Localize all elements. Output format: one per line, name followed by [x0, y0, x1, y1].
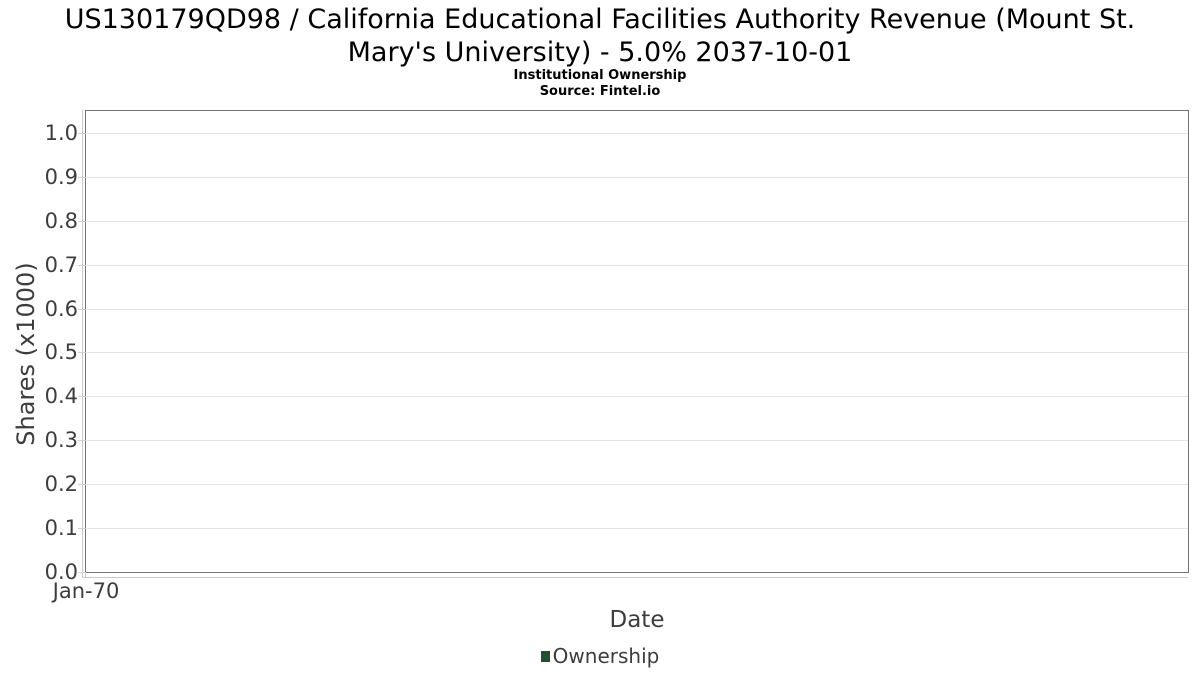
y-tick-mark — [78, 309, 86, 310]
chart-source-credit: Source: Fintel.io — [539, 84, 661, 99]
chart-subtitle: Institutional Ownership — [513, 68, 687, 83]
y-tick-label: 0.1 — [44, 516, 78, 540]
y-tick-mark — [78, 265, 86, 266]
y-tick-label: 0.0 — [44, 560, 78, 584]
gridline — [86, 440, 1188, 442]
y-tick-mark — [78, 528, 86, 529]
y-tick-label: 0.5 — [44, 340, 78, 364]
y-tick-mark — [78, 572, 86, 573]
y-tick-mark — [78, 133, 86, 134]
y-tick-label: 0.8 — [44, 209, 78, 233]
y-tick-label: 0.6 — [44, 297, 78, 321]
gridline — [86, 132, 1188, 134]
y-tick-label: 0.2 — [44, 472, 78, 496]
gridline — [86, 220, 1188, 222]
gridline — [86, 484, 1188, 486]
x-axis-title: Date — [609, 607, 665, 633]
x-tick-mark — [85, 573, 86, 578]
y-tick-mark — [78, 221, 86, 222]
gridline — [86, 264, 1188, 266]
legend-swatch-icon — [540, 650, 550, 662]
x-axis-line — [82, 577, 1188, 578]
y-tick-label: 0.4 — [44, 384, 78, 408]
plot-area — [85, 110, 1189, 573]
y-tick-label: 1.0 — [44, 121, 78, 145]
gridline — [86, 528, 1188, 530]
y-tick-mark — [78, 396, 86, 397]
gridline — [86, 396, 1188, 398]
chart-title: US130179QD98 / California Educational Fa… — [64, 4, 1136, 68]
y-tick-label: 0.3 — [44, 428, 78, 452]
y-tick-mark — [78, 440, 86, 441]
x-tick-label: Jan-70 — [52, 579, 120, 603]
y-tick-label: 0.9 — [44, 165, 78, 189]
gridline — [86, 176, 1188, 178]
legend-label: Ownership — [552, 644, 660, 668]
y-tick-label: 0.7 — [44, 253, 78, 277]
y-tick-mark — [78, 352, 86, 353]
y-tick-mark — [78, 484, 86, 485]
gridline — [86, 352, 1188, 354]
y-tick-mark — [78, 177, 86, 178]
y-axis-line — [82, 110, 83, 577]
legend: Ownership — [0, 644, 1200, 668]
gridline — [86, 308, 1188, 310]
